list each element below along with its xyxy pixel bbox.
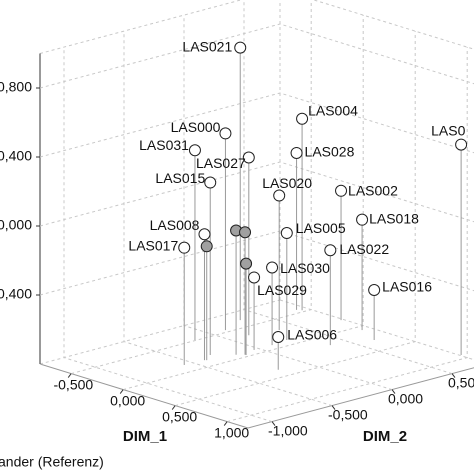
footnote: ander (Referenz): [0, 454, 104, 470]
y-tick-label: 0,500: [448, 374, 474, 390]
grid-line: [227, 47, 468, 423]
y-tick-label: -0,500: [328, 406, 368, 422]
z-tick-label: 0,400: [0, 148, 32, 164]
z-tick-label: 0,000: [0, 217, 32, 233]
point-label: LAS005: [296, 220, 346, 236]
grid-line: [39, 92, 474, 158]
point: [200, 240, 213, 253]
grid-line: [71, 0, 312, 375]
point: [198, 228, 211, 241]
point: [266, 261, 279, 274]
point: [272, 330, 285, 343]
point-label: LAS029: [257, 282, 307, 298]
x-tick-label: 0,500: [162, 408, 197, 424]
point-label: LAS031: [139, 137, 189, 153]
point: [234, 41, 247, 54]
y-tick-label: -1,000: [268, 422, 308, 438]
box-edge: [247, 367, 474, 429]
point-label: LAS006: [287, 327, 337, 343]
point-label: LAS027: [196, 155, 246, 171]
point: [296, 112, 309, 125]
point: [178, 241, 191, 254]
x-tick: [171, 405, 176, 410]
point-label: LAS008: [150, 217, 200, 233]
y-tick: [451, 373, 456, 378]
point: [324, 244, 337, 257]
grid-line: [243, 0, 453, 375]
point: [248, 271, 261, 284]
point-label: LAS000: [171, 119, 221, 135]
point: [242, 151, 255, 164]
point-label: LAS020: [262, 175, 312, 191]
grid-line: [175, 31, 416, 407]
y-tick: [391, 389, 396, 394]
y-tick: [331, 405, 336, 410]
box-edge: [39, 0, 243, 54]
point-label: LAS030: [280, 260, 330, 276]
point: [188, 144, 201, 157]
box-edge: [312, 0, 474, 50]
point: [455, 138, 468, 151]
grid-line: [63, 47, 273, 423]
x-tick-label: 0,000: [110, 392, 145, 408]
point: [335, 184, 348, 197]
box-edge: [39, 363, 249, 429]
point: [356, 213, 369, 226]
point-label: LAS015: [155, 170, 205, 186]
x-tick: [119, 389, 124, 394]
point: [290, 146, 303, 159]
z-tick-label: -0,400: [0, 286, 32, 302]
y-tick: [271, 421, 276, 426]
point-label: LAS004: [308, 102, 358, 118]
x-axis-title: DIM_1: [123, 428, 167, 445]
y-axis-title: DIM_2: [363, 428, 407, 445]
grid-line: [39, 23, 474, 89]
point: [219, 127, 232, 140]
x-tick-label: -0,500: [53, 376, 93, 392]
grid-line: [39, 161, 474, 227]
z-tick-label: 0,800: [0, 79, 32, 95]
point-label: LAS0: [431, 122, 465, 138]
grid-line: [39, 230, 474, 296]
point-label: LAS022: [339, 241, 389, 257]
point-label: LAS016: [382, 279, 432, 295]
point-label: LAS028: [305, 144, 355, 160]
point: [204, 176, 217, 189]
point: [240, 257, 253, 270]
point: [368, 283, 381, 296]
point-label: LAS018: [369, 210, 419, 226]
x-tick: [67, 373, 72, 378]
point: [280, 227, 293, 240]
grid-line: [123, 15, 364, 391]
box-edge: [279, 299, 474, 361]
grid-line: [123, 31, 333, 407]
point-label: LAS017: [128, 237, 178, 253]
marks: LAS021 LAS004 LAS0 LAS000 LAS031 LAS027LAS015…: [128, 38, 468, 370]
x-tick-label: 1,000: [214, 424, 249, 440]
point-label: LAS021: [182, 38, 232, 54]
y-tick-label: 0,000: [388, 390, 423, 406]
x-tick: [223, 421, 228, 426]
point: [239, 226, 252, 239]
point: [273, 189, 286, 202]
point-label: LAS002: [348, 182, 398, 198]
